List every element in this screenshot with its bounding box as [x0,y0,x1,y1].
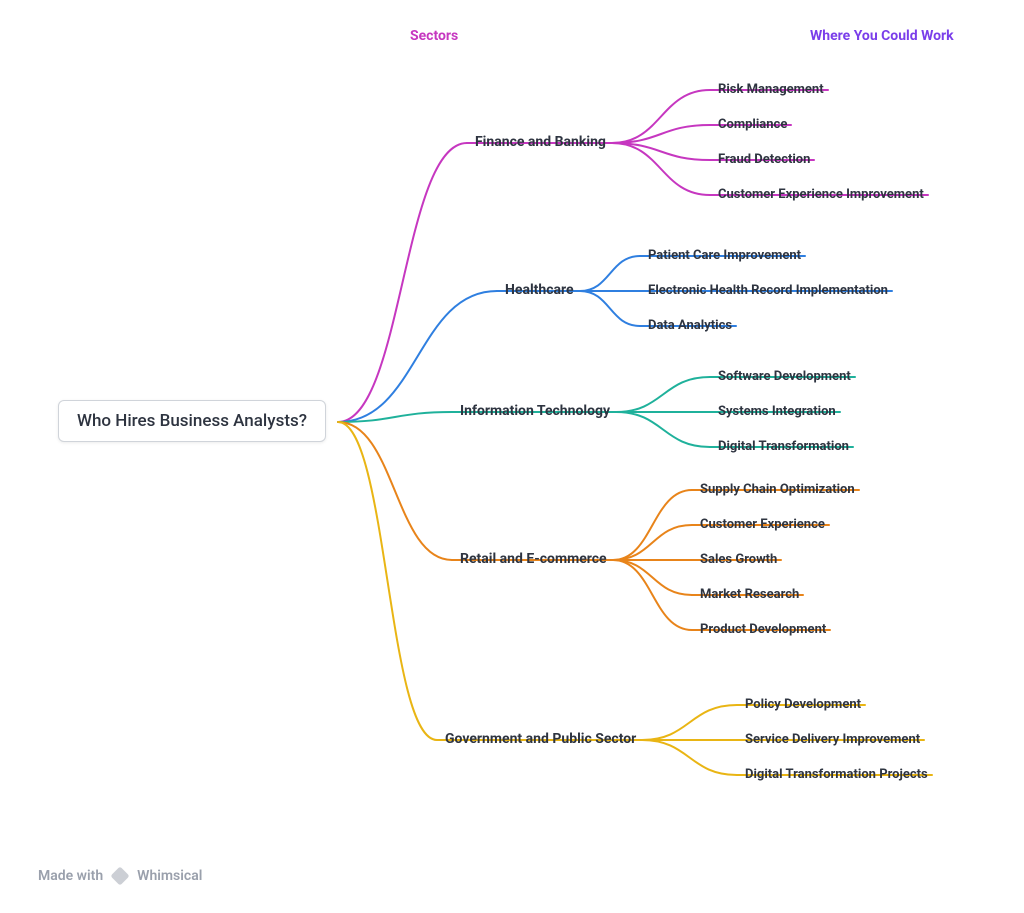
leaf-node: Digital Transformation Projects [745,767,928,782]
leaf-node: Software Development [718,369,851,384]
leaf-node: Patient Care Improvement [648,248,801,263]
edge [613,560,692,595]
leaf-node: Customer Experience Improvement [718,187,924,202]
edge [338,422,452,560]
leaf-node: Market Research [700,587,799,602]
header-where: Where You Could Work [810,28,954,44]
sector-node: Finance and Banking [475,134,606,150]
leaf-node: Fraud Detection [718,152,810,167]
root-node: Who Hires Business Analysts? [58,400,326,442]
sector-node: Retail and E-commerce [460,551,607,567]
leaf-node: Data Analytics [648,318,732,333]
footer-prefix: Made with [38,868,103,884]
leaf-node: Policy Development [745,697,861,712]
sector-node: Information Technology [460,403,610,419]
leaf-node: Sales Growth [700,552,777,567]
edge [616,412,710,447]
edge [580,256,640,291]
sector-node: Government and Public Sector [445,731,636,747]
leaf-node: Product Development [700,622,826,637]
edge [642,740,737,775]
edge [613,560,692,630]
edge [613,490,692,560]
leaf-node: Supply Chain Optimization [700,482,855,497]
leaf-node: Systems Integration [718,404,836,419]
footer-brand: Whimsical [137,868,202,884]
edge [616,377,710,412]
sector-node: Healthcare [505,282,574,298]
whimsical-logo-icon [111,867,129,885]
edge [338,422,437,740]
leaf-node: Customer Experience [700,517,825,532]
leaf-node: Risk Management [718,82,824,97]
footer: Made with Whimsical [38,867,202,885]
leaf-node: Compliance [718,117,787,132]
edge [613,525,692,560]
leaf-node: Service Delivery Improvement [745,732,920,747]
leaf-node: Electronic Health Record Implementation [648,283,888,298]
leaf-node: Digital Transformation [718,439,849,454]
edge [580,291,640,326]
header-sectors: Sectors [410,28,458,44]
edge [642,705,737,740]
